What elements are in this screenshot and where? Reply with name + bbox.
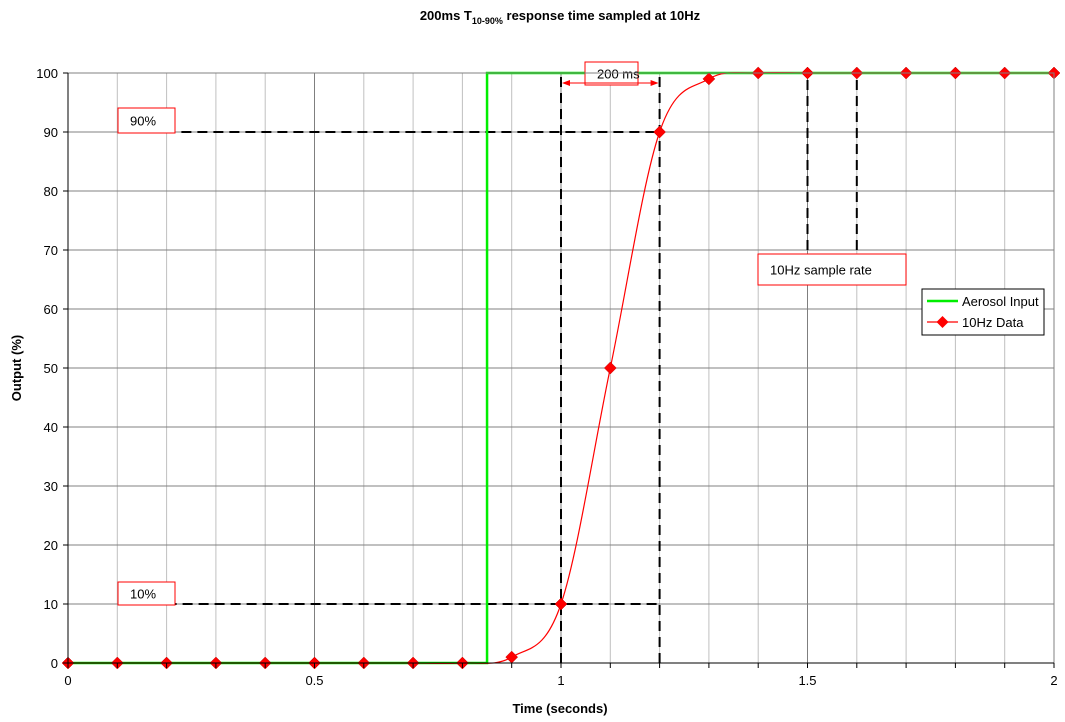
data-10hz-point — [653, 125, 666, 139]
legend: Aerosol Input 10Hz Data — [921, 288, 1045, 336]
data-10hz-point — [702, 72, 716, 86]
y-tick-label: 20 — [44, 538, 58, 553]
legend-aerosol-input-label: Aerosol Input — [962, 294, 1039, 309]
x-tick-label: 0 — [64, 673, 71, 688]
y-tick-label: 80 — [44, 184, 58, 199]
y-tick-label: 40 — [44, 420, 58, 435]
y-tick-label: 0 — [51, 656, 58, 671]
annotations: 90% 10% 200 ms 10Hz sample rate — [117, 61, 907, 606]
annotation-sample-rate-box — [757, 253, 907, 286]
annotation-90pct-text: 90% — [130, 114, 156, 129]
annotation-10pct-box — [117, 581, 176, 606]
dimension-arrow-head-right — [650, 80, 659, 86]
y-tick-label: 10 — [44, 597, 58, 612]
annotation-10pct-text: 10% — [130, 587, 156, 602]
x-tick-label: 1.5 — [798, 673, 816, 688]
y-tick-label: 50 — [44, 361, 58, 376]
chart-title: 200ms T10-90% response time sampled at 1… — [420, 8, 701, 26]
annotation-90pct-box — [117, 107, 176, 134]
x-axis-title: Time (seconds) — [512, 701, 607, 716]
x-tick-label: 1 — [557, 673, 564, 688]
annotation-200ms-text: 200 ms — [597, 67, 640, 82]
y-tick-label: 90 — [44, 125, 58, 140]
x-tick-label: 0.5 — [305, 673, 323, 688]
annotation-sample-rate-text: 10Hz sample rate — [770, 263, 872, 278]
chart-title-prefix: 200ms T — [420, 8, 472, 23]
chart-title-subscript: 10-90% — [472, 16, 503, 26]
y-tick-label: 70 — [44, 243, 58, 258]
y-tick-label: 60 — [44, 302, 58, 317]
y-tick-label: 30 — [44, 479, 58, 494]
data-10hz-point — [554, 597, 568, 611]
reference-lines — [166, 73, 858, 663]
legend-10hz-marker-swatch — [936, 316, 949, 328]
y-tick-label: 100 — [36, 66, 58, 81]
x-tick-label: 2 — [1050, 673, 1057, 688]
chart-title-suffix: response time sampled at 10Hz — [503, 8, 701, 23]
y-axis-title: Output (%) — [9, 335, 24, 401]
dimension-arrow-head-left — [562, 80, 570, 86]
legend-10hz-label: 10Hz Data — [962, 315, 1024, 330]
data-10hz-point — [603, 361, 617, 375]
